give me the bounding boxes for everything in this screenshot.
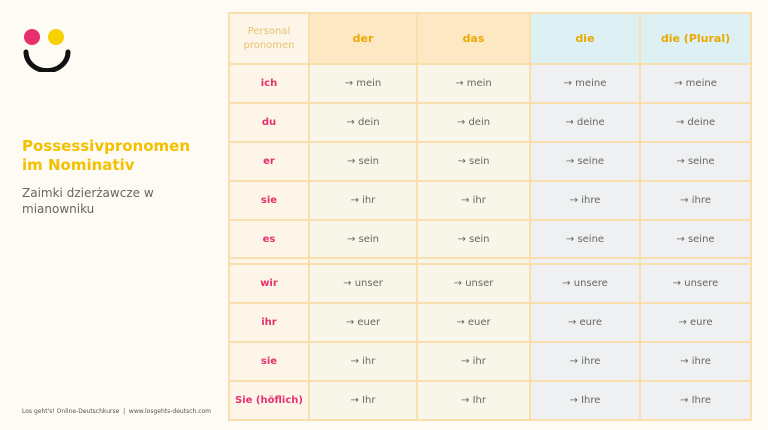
possessive-cell: → Ihr xyxy=(308,380,418,421)
possessive-cell: → euer xyxy=(308,302,418,344)
possessive-cell: → seine xyxy=(639,140,752,182)
possessive-cell: → sein xyxy=(416,218,531,260)
possessive-cell: → eure xyxy=(639,302,752,344)
pronoun-cell: ich xyxy=(228,63,310,104)
table-row: sie → ihr → ihr → ihre → ihre xyxy=(228,341,752,383)
header-row: Personal pronomen der das die die (Plural) xyxy=(228,12,752,65)
possessive-cell: → seine xyxy=(529,140,641,182)
possessive-cell: → ihr xyxy=(416,341,531,383)
possessive-cell: → seine xyxy=(529,218,641,260)
header-cell: die (Plural) xyxy=(639,12,752,65)
empty-cell xyxy=(639,257,752,266)
table-row: es → sein → sein → seine → seine xyxy=(228,218,752,260)
title: Possessivpronomen im Nominativ xyxy=(22,137,191,174)
table-body: ich → mein → mein → meine → meine du → dein → d… xyxy=(228,63,752,421)
possessive-cell: → deine xyxy=(529,101,641,143)
possessive-cell: → ihr xyxy=(416,179,531,221)
possessive-cell: → sein xyxy=(416,140,531,182)
empty-cell xyxy=(416,257,531,266)
possessive-cell: → euer xyxy=(416,302,531,344)
possessive-cell: → sein xyxy=(308,140,418,182)
possessive-cell: → unsere xyxy=(529,263,641,305)
possessive-cell: → ihr xyxy=(308,179,418,221)
possessive-cell: → ihre xyxy=(639,179,752,221)
possessive-cell: → seine xyxy=(639,218,752,260)
possessive-cell: → mein xyxy=(416,63,531,104)
pronoun-cell: ihr xyxy=(228,302,310,344)
table-row: sie → ihr → ihr → ihre → ihre xyxy=(228,179,752,221)
header-cell: der xyxy=(308,12,418,65)
table-row: du → dein → dein → deine → deine xyxy=(228,101,752,143)
possessive-cell: → unsere xyxy=(639,263,752,305)
table-row: ihr → euer → euer → eure → eure xyxy=(228,302,752,344)
possessive-cell: → unser xyxy=(308,263,418,305)
empty-cell xyxy=(228,257,310,266)
pronoun-cell: sie xyxy=(228,341,310,383)
spacer-row xyxy=(228,257,752,266)
logo xyxy=(23,29,71,72)
footer: Los geht's! Online-Deutschkurse | www.lo… xyxy=(22,408,212,415)
empty-cell xyxy=(529,257,641,266)
possessive-cell: → deine xyxy=(639,101,752,143)
pronoun-table: Personal pronomen der das die die (Plural) i… xyxy=(228,12,752,421)
pronoun-cell: wir xyxy=(228,263,310,305)
logo-dot xyxy=(24,29,40,45)
possessive-cell: → ihre xyxy=(529,179,641,221)
possessive-cell: → Ihre xyxy=(639,380,752,421)
possessive-cell: → Ihr xyxy=(416,380,531,421)
pronoun-cell: sie xyxy=(228,179,310,221)
header-cell: Personal pronomen xyxy=(228,12,310,65)
pronoun-cell: er xyxy=(228,140,310,182)
possessive-cell: → Ihre xyxy=(529,380,641,421)
possessive-cell: → ihr xyxy=(308,341,418,383)
possessive-cell: → meine xyxy=(639,63,752,104)
table-row: Sie (höflich) → Ihr → Ihr → Ihre → Ihre xyxy=(228,380,752,421)
possessive-cell: → mein xyxy=(308,63,418,104)
possessive-cell: → eure xyxy=(529,302,641,344)
possessive-cell: → ihre xyxy=(529,341,641,383)
table-row: wir → unser → unser → unsere → unsere xyxy=(228,263,752,305)
pronoun-cell: es xyxy=(228,218,310,260)
header-cell: das xyxy=(416,12,531,65)
possessive-cell: → meine xyxy=(529,63,641,104)
logo-dot xyxy=(48,29,64,45)
header-cell: die xyxy=(529,12,641,65)
possessive-cell: → unser xyxy=(416,263,531,305)
subtitle: Zaimki dzierżawcze w mianowniku xyxy=(22,186,154,216)
pronoun-cell: Sie (höflich) xyxy=(228,380,310,421)
possessive-cell: → dein xyxy=(416,101,531,143)
possessive-cell: → dein xyxy=(308,101,418,143)
pronoun-cell: du xyxy=(228,101,310,143)
possessive-cell: → sein xyxy=(308,218,418,260)
logo-smile xyxy=(23,49,71,72)
table-row: er → sein → sein → seine → seine xyxy=(228,140,752,182)
table-row: ich → mein → mein → meine → meine xyxy=(228,63,752,104)
empty-cell xyxy=(308,257,418,266)
possessive-cell: → ihre xyxy=(639,341,752,383)
